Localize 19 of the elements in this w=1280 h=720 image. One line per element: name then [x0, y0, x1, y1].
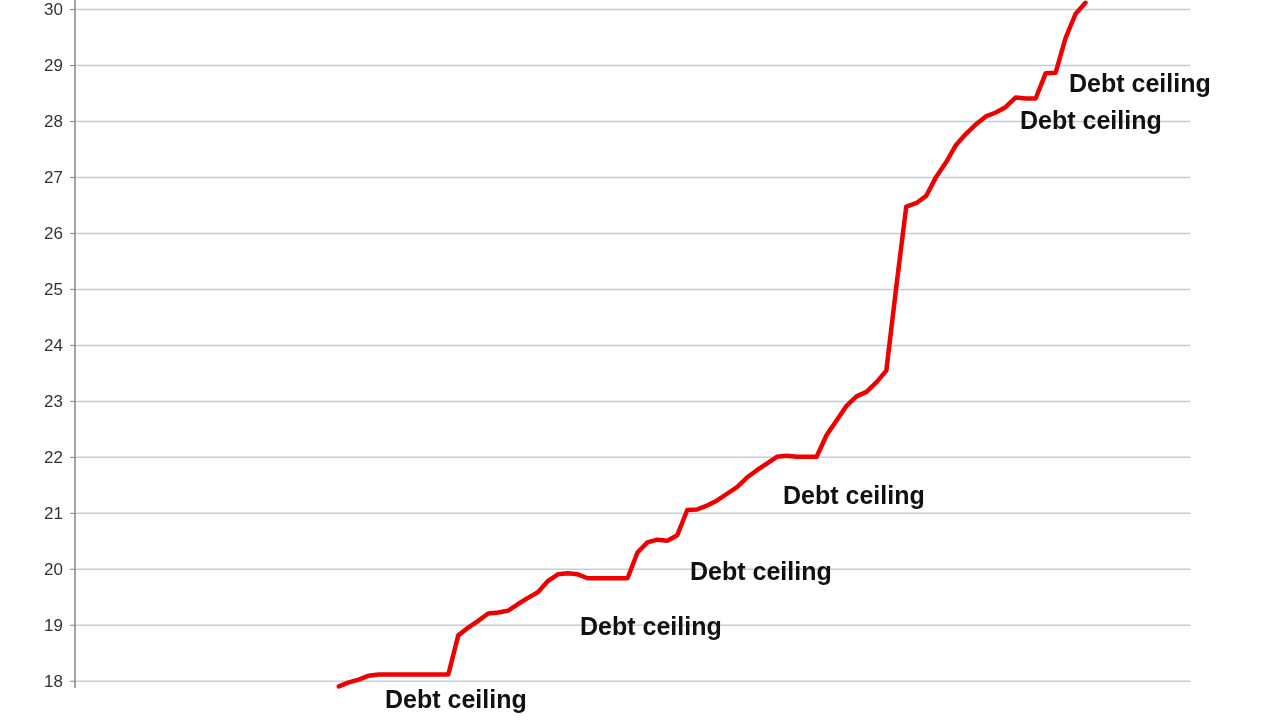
y-tick-label: 18 — [44, 671, 63, 691]
y-tick-label: 29 — [44, 56, 63, 75]
y-tick-label: 27 — [44, 167, 63, 187]
y-tick-label: 23 — [44, 391, 63, 411]
annotation: Debt ceiling — [580, 612, 722, 641]
y-tick-label: 19 — [44, 615, 63, 635]
y-tick-label: 30 — [44, 0, 63, 20]
y-tick-label: 22 — [44, 447, 63, 467]
annotation: Debt ceiling — [385, 685, 527, 714]
y-tick-label: 21 — [44, 503, 63, 523]
y-tick-label: 24 — [44, 335, 63, 355]
annotation: Debt ceiling — [783, 481, 925, 510]
y-tick-label: 20 — [44, 559, 63, 579]
y-tick-label: 25 — [44, 279, 63, 299]
annotation: Debt ceiling — [1069, 69, 1211, 98]
annotation: Debt ceiling — [1020, 106, 1162, 135]
y-tick-label: 26 — [44, 223, 63, 243]
y-tick-label: 28 — [44, 111, 63, 131]
annotation: Debt ceiling — [690, 557, 832, 586]
